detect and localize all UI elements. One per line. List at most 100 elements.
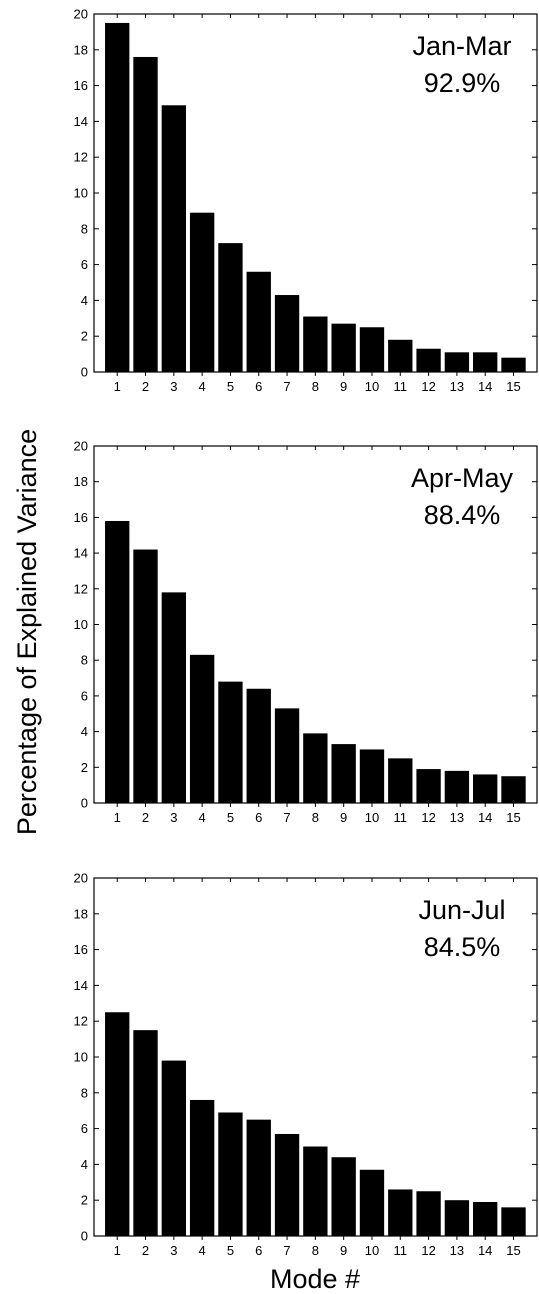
- bar-mode-3: [161, 592, 186, 803]
- bar-mode-2: [133, 56, 158, 373]
- panel-total-variance-label: 88.4%: [424, 500, 501, 530]
- y-tick-label: 6: [81, 1121, 88, 1136]
- bar-mode-12: [416, 348, 441, 372]
- bar-mode-14: [473, 352, 498, 372]
- bar-mode-12: [416, 769, 441, 803]
- x-tick-label: 4: [199, 379, 206, 394]
- x-tick-label: 12: [421, 810, 435, 825]
- y-tick-label: 10: [74, 186, 88, 201]
- y-tick-label: 8: [81, 653, 88, 668]
- x-tick-label: 14: [478, 1243, 492, 1258]
- x-tick-label: 8: [312, 379, 319, 394]
- x-tick-label: 12: [421, 1243, 435, 1258]
- y-tick-label: 20: [74, 439, 88, 454]
- x-tick-label: 5: [227, 379, 234, 394]
- x-tick-label: 15: [506, 810, 520, 825]
- bar-mode-5: [218, 1112, 243, 1236]
- x-tick-label: 8: [312, 1243, 319, 1258]
- bar-mode-10: [359, 327, 385, 372]
- bar-mode-10: [359, 749, 385, 803]
- y-tick-label: 16: [74, 78, 88, 93]
- x-tick-label: 6: [255, 379, 262, 394]
- bar-mode-15: [501, 1207, 526, 1236]
- x-tick-label: 6: [255, 810, 262, 825]
- x-tick-label: 7: [283, 379, 290, 394]
- bar-mode-4: [189, 654, 215, 803]
- bar-mode-13: [444, 1200, 470, 1236]
- y-tick-label: 4: [81, 724, 88, 739]
- x-tick-label: 10: [365, 1243, 379, 1258]
- x-tick-label: 3: [170, 379, 177, 394]
- bar-mode-8: [303, 1146, 328, 1236]
- bar-mode-8: [303, 316, 328, 372]
- bar-mode-11: [388, 1189, 413, 1236]
- y-tick-label: 8: [81, 1085, 88, 1100]
- bar-mode-1: [105, 1012, 130, 1236]
- x-tick-label: 14: [478, 810, 492, 825]
- y-tick-label: 14: [74, 978, 88, 993]
- y-tick-label: 6: [81, 257, 88, 272]
- x-tick-label: 3: [170, 1243, 177, 1258]
- y-axis-title: Percentage of Explained Variance: [12, 429, 42, 835]
- y-tick-label: 2: [81, 1193, 88, 1208]
- bar-mode-14: [473, 774, 498, 803]
- x-tick-label: 9: [340, 1243, 347, 1258]
- x-tick-label: 2: [142, 379, 149, 394]
- bar-mode-11: [388, 758, 413, 803]
- bar-mode-10: [359, 1169, 385, 1236]
- bar-mode-15: [501, 776, 526, 803]
- x-tick-label: 13: [450, 810, 464, 825]
- x-tick-label: 6: [255, 1243, 262, 1258]
- bar-mode-1: [105, 22, 130, 372]
- y-tick-label: 2: [81, 329, 88, 344]
- x-tick-label: 3: [170, 810, 177, 825]
- bar-mode-2: [133, 1030, 158, 1236]
- bar-mode-5: [218, 681, 243, 803]
- panel-total-variance-label: 92.9%: [424, 68, 501, 98]
- x-tick-label: 1: [114, 810, 121, 825]
- bar-mode-14: [473, 1201, 498, 1236]
- x-tick-label: 1: [114, 379, 121, 394]
- y-tick-label: 0: [81, 1229, 88, 1244]
- y-tick-label: 0: [81, 365, 88, 380]
- panel-season-label: Apr-May: [411, 463, 514, 493]
- x-tick-label: 10: [365, 379, 379, 394]
- y-tick-label: 2: [81, 760, 88, 775]
- bar-mode-15: [501, 357, 526, 372]
- x-tick-label: 11: [394, 379, 408, 394]
- x-tick-label: 1: [114, 1243, 121, 1258]
- y-tick-label: 6: [81, 688, 88, 703]
- bar-mode-7: [274, 295, 300, 372]
- bar-mode-6: [246, 688, 271, 803]
- x-tick-label: 11: [394, 1243, 408, 1258]
- y-tick-label: 14: [74, 114, 88, 129]
- y-tick-label: 12: [74, 150, 88, 165]
- x-tick-label: 9: [340, 810, 347, 825]
- y-tick-label: 16: [74, 510, 88, 525]
- y-tick-label: 0: [81, 796, 88, 811]
- panel-season-label: Jun-Jul: [418, 895, 505, 925]
- x-tick-label: 5: [227, 1243, 234, 1258]
- y-tick-label: 18: [74, 42, 88, 57]
- x-tick-label: 4: [199, 810, 206, 825]
- bar-mode-11: [388, 339, 413, 372]
- x-tick-label: 9: [340, 379, 347, 394]
- bar-mode-3: [161, 1060, 186, 1236]
- y-tick-label: 20: [74, 7, 88, 22]
- x-tick-label: 14: [478, 379, 492, 394]
- x-tick-label: 7: [283, 1243, 290, 1258]
- y-tick-label: 10: [74, 617, 88, 632]
- y-tick-label: 8: [81, 221, 88, 236]
- bar-mode-7: [274, 1133, 300, 1236]
- bar-mode-8: [303, 733, 328, 803]
- bar-mode-9: [331, 1157, 356, 1236]
- x-tick-label: 13: [450, 379, 464, 394]
- x-tick-label: 8: [312, 810, 319, 825]
- x-tick-label: 4: [199, 1243, 206, 1258]
- x-tick-label: 2: [142, 1243, 149, 1258]
- x-tick-label: 11: [394, 810, 408, 825]
- bar-mode-7: [274, 708, 300, 803]
